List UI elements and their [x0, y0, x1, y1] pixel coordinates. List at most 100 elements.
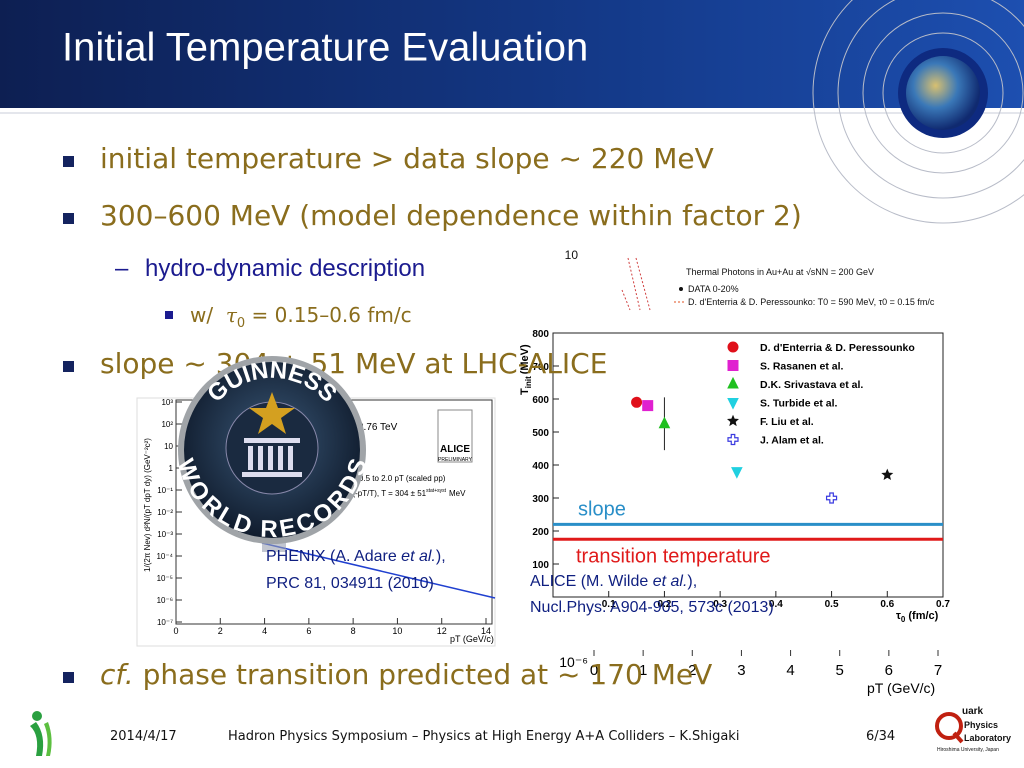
left-logo — [30, 711, 52, 756]
y-tick-label: 10 — [164, 442, 173, 451]
bullet-text: = 0.15–0.6 fm/c — [251, 303, 412, 327]
bullet: 300–600 MeV (model dependence within fac… — [100, 199, 802, 232]
y-tick-label: 200 — [532, 527, 549, 538]
x-tick-label: 0.4 — [769, 599, 783, 610]
reference-label: transition temperature — [576, 545, 771, 567]
legend-text: D. d'Enterria & D. Peressounko — [760, 342, 915, 354]
legend-marker — [727, 414, 739, 427]
header-bar — [0, 0, 1024, 108]
x-tick-label: 10 — [392, 626, 402, 636]
x-tick-label: 1 — [639, 662, 647, 679]
point — [658, 416, 671, 429]
y-tick-label: 300 — [532, 494, 549, 505]
reference-label: slope — [578, 498, 626, 520]
y-tick-label: 10 — [565, 248, 579, 262]
x-tick-label: 0.3 — [713, 599, 727, 610]
ref-italic: et al. — [401, 548, 436, 565]
bullet-marker — [63, 361, 74, 372]
reference: Nucl.Phys. A904-905, 573c (2013) — [530, 599, 774, 616]
x-tick-label: 5 — [836, 662, 844, 679]
x-tick-label: 2 — [218, 626, 223, 636]
legend-marker — [727, 376, 739, 389]
bullet-marker — [63, 156, 74, 167]
y-tick-label: 400 — [532, 461, 549, 472]
y-tick-label: 10⁻² — [157, 508, 173, 517]
ref-text: ALICE (M. Wilde — [530, 573, 648, 590]
phenix-legend: 10 Thermal Photons in Au+Au at √sNN = 20… — [565, 248, 935, 307]
footer-title: Hadron Physics Symposium – Physics at Hi… — [228, 729, 740, 744]
comparison-plot: 100 200 300 400 500 600 700 800 0.1 0.2 0.3 0.4 0.5 0… — [519, 329, 950, 624]
lab-text: Physics — [964, 720, 998, 730]
legend-text: S. Turbide et al. — [760, 398, 837, 410]
y-tick-label: 1 — [169, 464, 174, 473]
ref-italic: et al. — [653, 573, 688, 590]
reference: PRC 81, 034911 (2010) — [266, 575, 434, 592]
lab-text: Hiroshima University, Japan — [937, 747, 999, 753]
comparison-figure — [520, 325, 945, 625]
legend-text: F. Liu et al. — [760, 416, 814, 428]
label-unit: (fm/c) — [908, 610, 938, 622]
fit-text: xp(-pT/T), T = 304 ± 51stat+syst MeV — [344, 488, 466, 498]
pt-axis: 10⁻⁶ 0 1 2 3 4 5 6 7pT (GeV/c) — [559, 650, 942, 696]
lab-text: uark — [962, 706, 984, 717]
label-unit: (MeV) — [519, 344, 531, 374]
x-tick-label: 4 — [262, 626, 267, 636]
y-tick-label: 700 — [532, 362, 549, 373]
status-label: PRELIMINARY — [438, 457, 472, 463]
experiment-box — [437, 409, 473, 463]
legend-text: J. Alam et al. — [760, 435, 824, 447]
fit-unit: MeV — [449, 489, 466, 498]
fit-sup: stat+syst — [426, 488, 446, 494]
y-tick-label: 100 — [532, 560, 549, 571]
y-tick-label: 10⁻⁷ — [157, 618, 173, 627]
subscript: 0 — [236, 316, 246, 331]
legend-text: S. Rasanen et al. — [760, 361, 844, 373]
point — [642, 400, 654, 412]
legend-marker — [727, 433, 739, 446]
point — [731, 467, 743, 479]
fit-main: xp(-pT/T), T = 304 ± 51 — [344, 489, 427, 498]
x-axis-label: τ0 (fm/c) — [896, 610, 939, 624]
ref-text: ), — [687, 573, 697, 590]
spectrum-plot: 10³ 10² 10 1 10⁻¹ 10⁻² 10⁻³ 10⁻⁴ 10⁻⁵ 10⁻⁶ 10⁻⁷0 2 4… — [143, 398, 494, 644]
footer-page: 6/34 — [866, 729, 896, 744]
bullet: cf. phase transition predicted at ~ 170 … — [100, 657, 712, 693]
legend-marker — [679, 287, 683, 291]
alice-figure — [136, 397, 496, 647]
x-tick-label: 0.2 — [657, 599, 671, 610]
x-tick-label: 0.1 — [602, 599, 616, 610]
symbol: τ — [225, 303, 237, 327]
x-tick-label: 8 — [351, 626, 356, 636]
x-tick-label: 12 — [437, 626, 447, 636]
bullet: slope ~ 304 ± 51 MeV at LHC-ALICE — [100, 347, 608, 380]
legend-marker — [727, 360, 739, 371]
y-axis-label: Tinit (MeV) — [519, 344, 533, 395]
label-sub: 0 — [901, 615, 906, 624]
x-tick-label: 2 — [688, 662, 696, 679]
point — [881, 468, 894, 480]
y-tick-label: 10⁻⁶ — [157, 596, 173, 605]
x-tick-label: 14 — [481, 626, 491, 636]
y-tick-label: 10⁻⁵ — [157, 574, 173, 583]
bullet: initial temperature > data slope ~ 220 M… — [100, 142, 714, 175]
x-tick-label: 6 — [885, 662, 893, 679]
x-tick-label: 3 — [737, 662, 745, 679]
ref-text: ), — [436, 548, 446, 565]
x-tick-label: 0 — [173, 626, 178, 636]
label-main: τ — [896, 610, 901, 622]
energy-label: 2.76 TeV — [358, 422, 398, 433]
bullet-text: phase transition predicted at ~ 170 MeV — [142, 658, 713, 691]
bullet-marker — [63, 672, 74, 683]
lab-logo: uark Physics Laboratory Hiroshima Univer… — [935, 706, 1011, 753]
x-tick-label: 0.6 — [880, 599, 894, 610]
bullet-marker — [63, 213, 74, 224]
fit-line — [261, 542, 496, 599]
phenix-curves — [621, 257, 651, 311]
x-axis-label: pT (GeV/c) — [867, 680, 935, 696]
footer-date: 2014/4/17 — [110, 729, 177, 744]
ref-text: PHENIX (A. Adare — [266, 548, 397, 565]
x-tick-label: 0.7 — [936, 599, 950, 610]
prefix: w/ — [190, 303, 214, 327]
